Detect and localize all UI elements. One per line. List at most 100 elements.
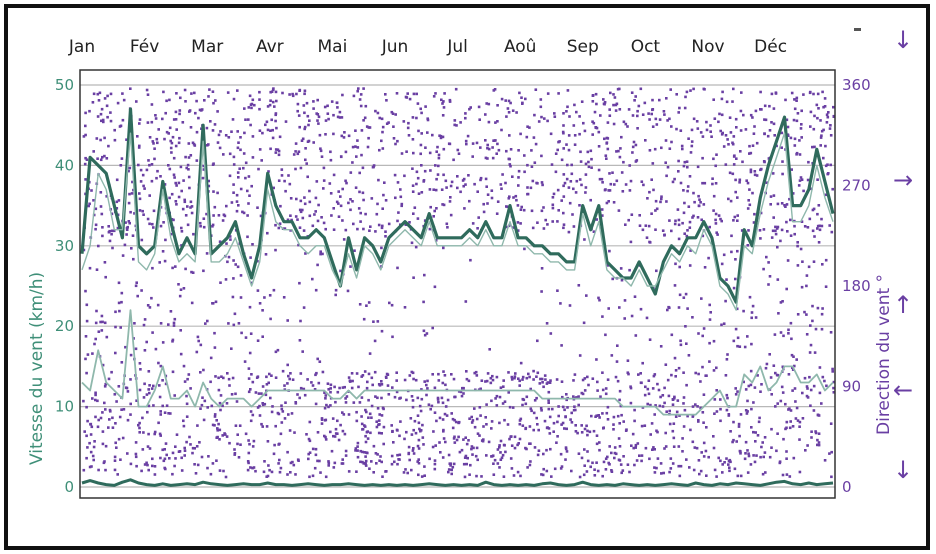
scatter-point — [465, 442, 469, 446]
scatter-point — [735, 440, 738, 443]
scatter-point — [825, 384, 828, 388]
scatter-point — [354, 447, 358, 450]
scatter-point — [679, 339, 682, 343]
scatter-point — [733, 467, 737, 471]
scatter-point — [745, 412, 749, 415]
scatter-point — [473, 182, 476, 186]
scatter-point — [448, 98, 452, 102]
scatter-point — [158, 395, 162, 399]
scatter-point — [738, 434, 741, 438]
scatter-point — [341, 187, 344, 191]
scatter-point — [651, 162, 655, 165]
scatter-point — [668, 470, 671, 474]
scatter-point — [484, 416, 487, 419]
scatter-point — [618, 306, 621, 309]
scatter-point — [550, 163, 554, 166]
scatter-point — [521, 375, 525, 379]
scatter-point — [764, 118, 768, 122]
scatter-point — [299, 386, 303, 390]
scatter-point — [101, 118, 105, 122]
scatter-point — [324, 119, 328, 122]
scatter-point — [672, 445, 676, 448]
scatter-point — [334, 293, 337, 297]
scatter-point — [172, 156, 176, 160]
scatter-point — [405, 430, 408, 434]
scatter-point — [682, 371, 685, 374]
scatter-point — [375, 420, 378, 423]
scatter-point — [305, 101, 309, 105]
scatter-point — [610, 469, 613, 472]
scatter-point — [234, 424, 238, 427]
scatter-point — [638, 454, 641, 457]
scatter-point — [739, 129, 743, 132]
scatter-point — [196, 335, 200, 339]
scatter-point — [308, 420, 312, 424]
scatter-point — [164, 382, 168, 386]
scatter-point — [453, 435, 456, 439]
scatter-point — [274, 223, 277, 227]
scatter-point — [179, 165, 183, 169]
scatter-point — [305, 162, 308, 165]
scatter-point — [614, 103, 618, 107]
scatter-point — [464, 300, 468, 303]
scatter-point — [446, 226, 449, 229]
scatter-point — [530, 409, 533, 413]
scatter-point — [795, 358, 798, 361]
scatter-point — [171, 472, 174, 476]
scatter-point — [683, 201, 686, 205]
scatter-point — [501, 173, 504, 176]
scatter-point — [115, 200, 119, 204]
scatter-point — [738, 345, 742, 348]
scatter-point — [563, 427, 566, 430]
scatter-point — [659, 462, 663, 465]
scatter-point — [96, 157, 99, 160]
scatter-point — [677, 445, 681, 448]
scatter-point — [281, 91, 284, 95]
scatter-point — [211, 225, 214, 228]
scatter-point — [457, 435, 460, 439]
scatter-point — [687, 137, 690, 140]
scatter-point — [521, 424, 525, 427]
scatter-point — [318, 133, 322, 137]
scatter-point — [125, 386, 129, 390]
scatter-point — [136, 294, 139, 298]
scatter-point — [237, 141, 240, 144]
scatter-point — [453, 418, 456, 422]
scatter-point — [246, 460, 250, 463]
scatter-point — [339, 195, 342, 198]
scatter-point — [121, 92, 124, 95]
scatter-point — [470, 447, 473, 451]
series-line-3 — [81, 309, 834, 416]
scatter-point — [720, 97, 724, 101]
scatter-point — [540, 377, 544, 381]
scatter-point — [367, 136, 370, 140]
scatter-point — [364, 440, 368, 444]
scatter-point — [376, 320, 380, 323]
scatter-point — [556, 420, 559, 424]
scatter-point — [368, 412, 372, 416]
scatter-point — [487, 147, 491, 151]
scatter-point — [776, 202, 780, 206]
scatter-point — [250, 373, 253, 376]
scatter-point — [543, 117, 546, 120]
scatter-point — [96, 115, 100, 118]
scatter-point — [443, 374, 447, 377]
scatter-point — [697, 372, 700, 376]
scatter-point — [603, 102, 606, 106]
scatter-point — [118, 415, 122, 419]
scatter-point — [280, 421, 284, 424]
scatter-point — [148, 222, 151, 226]
scatter-point — [659, 200, 662, 204]
direction-arrow-icon: ↑ — [893, 291, 913, 319]
scatter-point — [609, 182, 613, 186]
scatter-point — [824, 144, 827, 148]
scatter-point — [520, 205, 523, 209]
scatter-point — [551, 196, 555, 199]
scatter-point — [134, 452, 138, 456]
scatter-point — [811, 304, 814, 308]
scatter-point — [158, 261, 161, 264]
scatter-point — [356, 455, 360, 459]
scatter-point — [500, 128, 503, 132]
scatter-point — [280, 168, 284, 171]
scatter-point — [180, 189, 183, 193]
